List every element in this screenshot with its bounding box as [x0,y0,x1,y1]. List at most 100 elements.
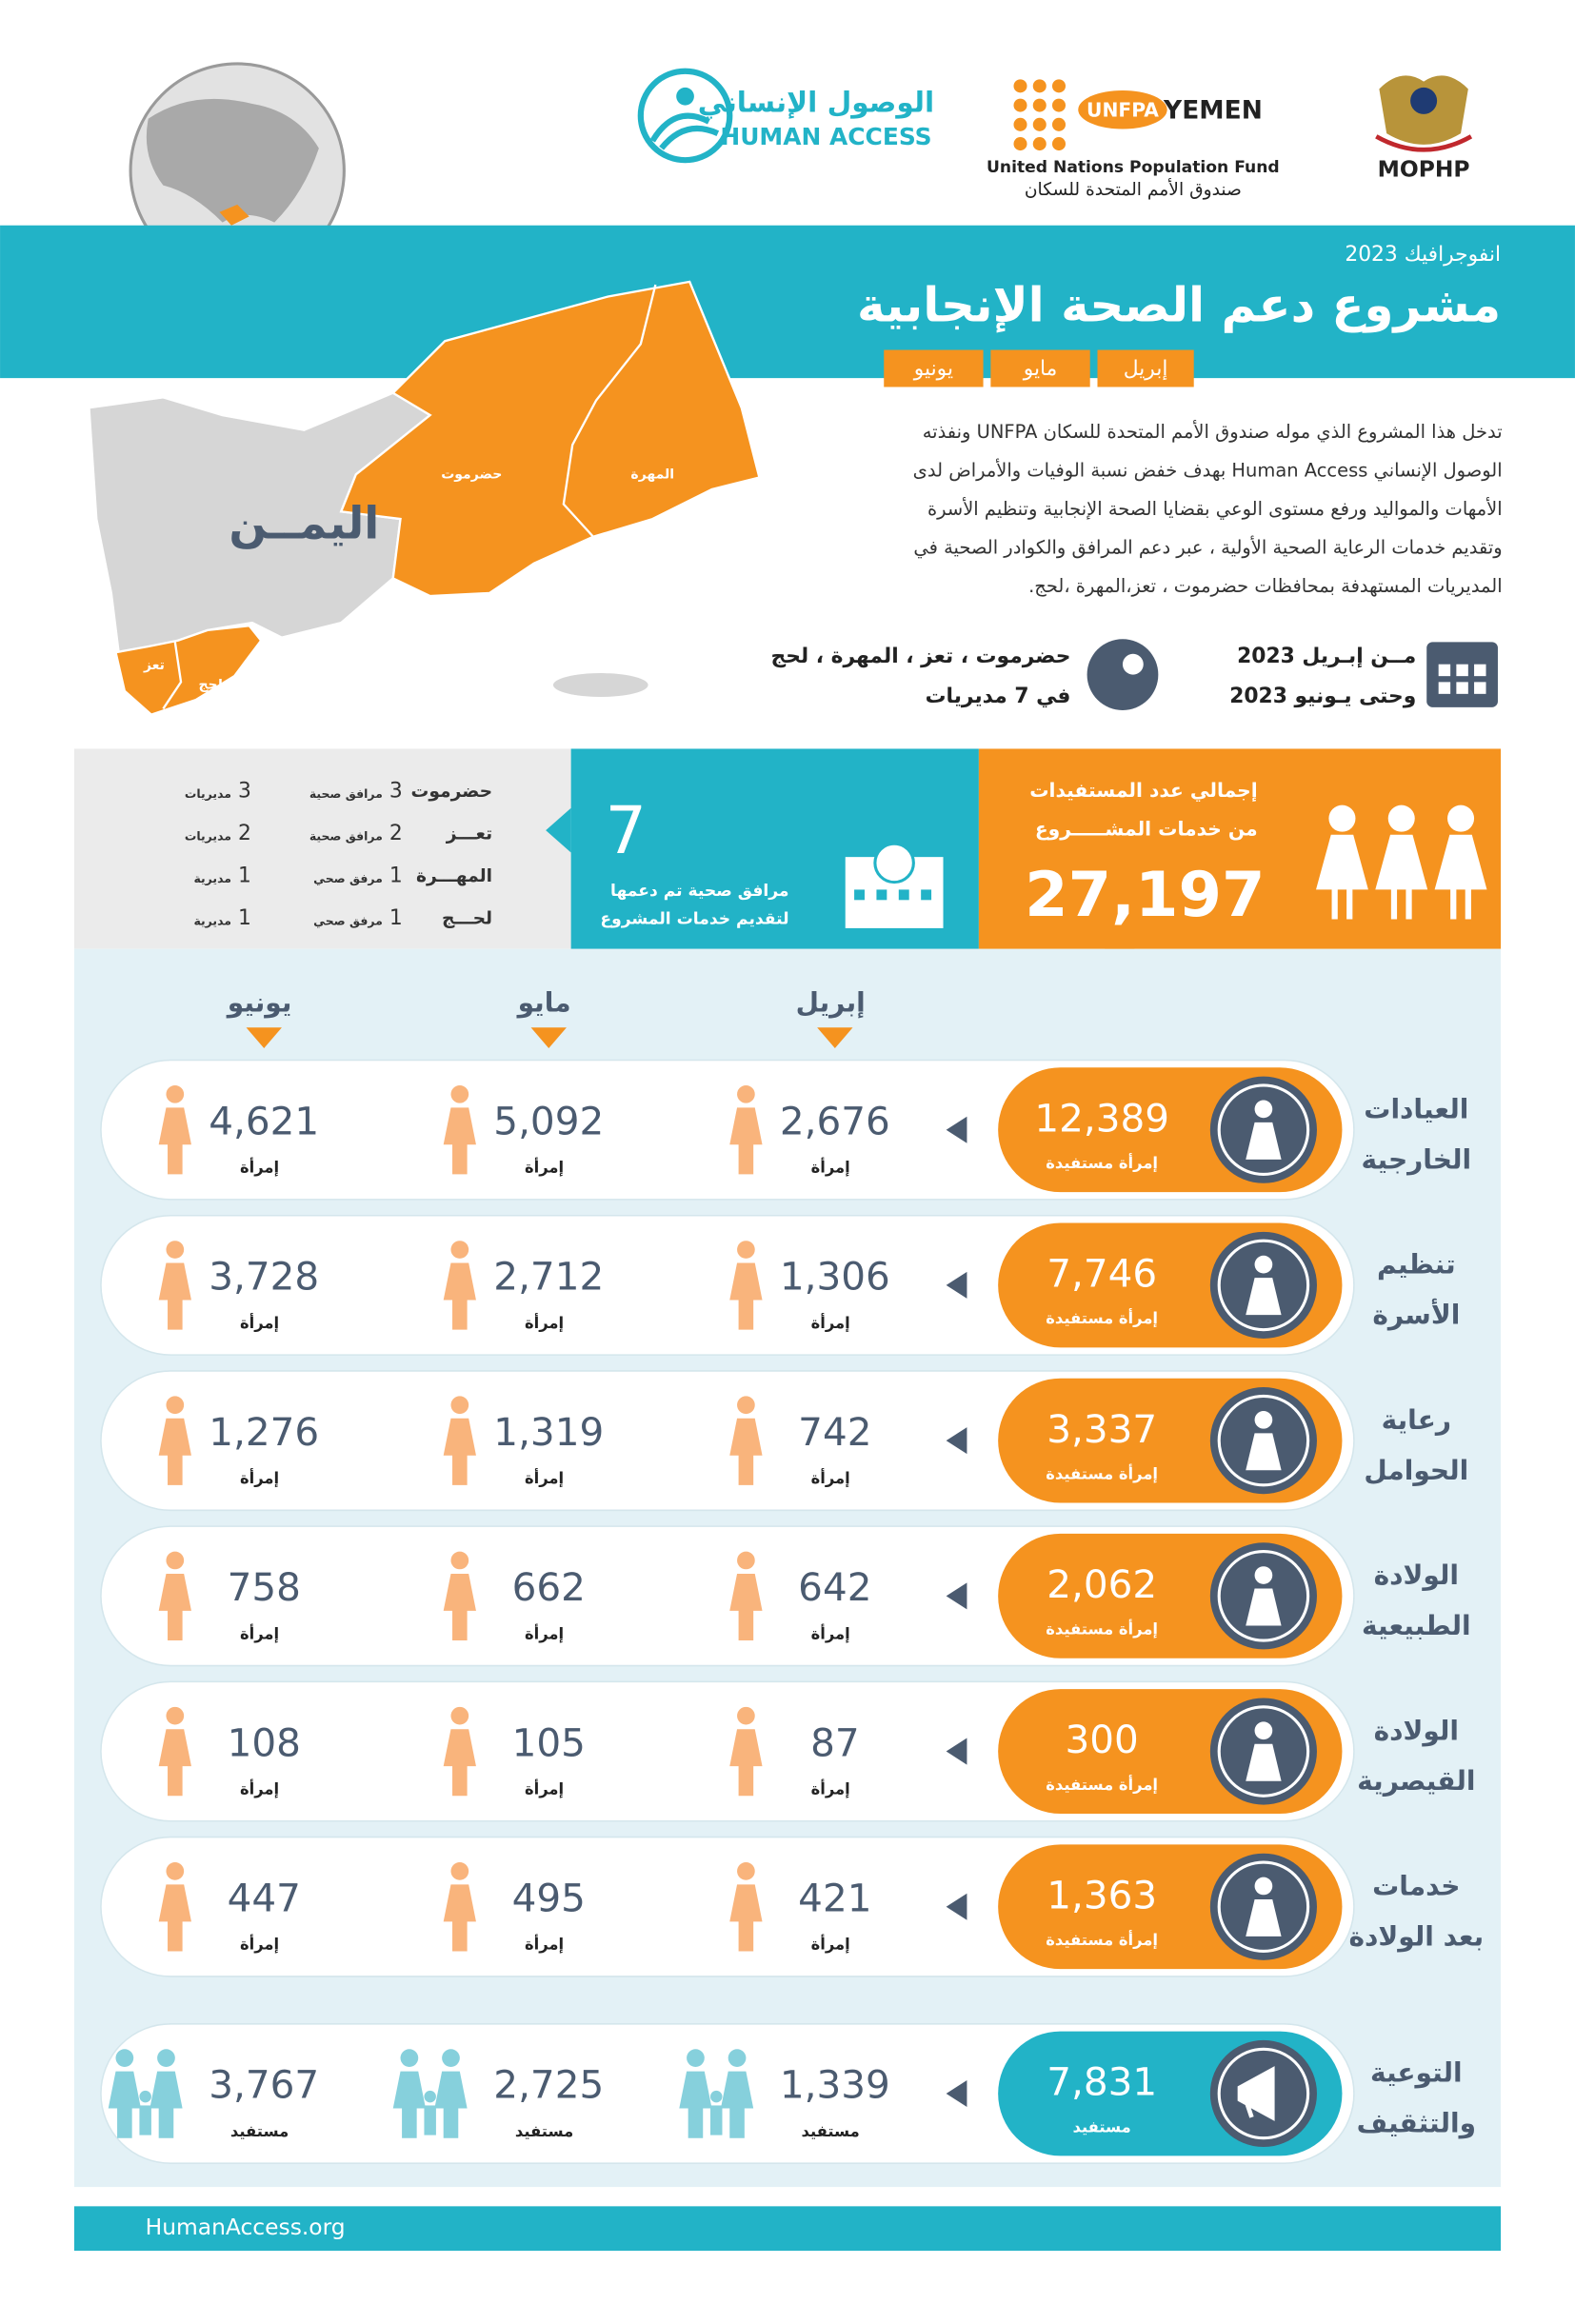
service-name: الخارجية [1362,1143,1472,1175]
logo-text: YEMEN [1163,95,1263,125]
person-icon-body [443,1573,476,1641]
total-value: 7,746 [1047,1251,1157,1297]
unfpa-dot [1013,79,1027,93]
map-region: لحج [198,677,222,692]
coverage-text: وحتى يـونيو 2023 [1229,685,1416,708]
unfpa-dot [1032,137,1047,151]
person-icon-head [157,2049,175,2067]
month-value: 1,319 [493,1409,604,1455]
hospital-window [876,889,887,901]
month-unit: إمرأة [240,1935,279,1954]
column-header: إبريل [796,986,866,1019]
unfpa-dot [1032,117,1047,131]
person-icon-body [729,1729,763,1797]
description-line: تدخل هذا المشروع الذي موله صندوق الأمم ا… [923,420,1503,443]
total-value: 7,831 [1047,2059,1157,2105]
person-icon-head [166,1084,185,1103]
logo-text: UNFPA [1087,98,1159,121]
person-icon-head [166,1706,185,1725]
hospital-window [921,889,932,901]
total-label: إمرأة مستفيدة [1046,1153,1158,1172]
month-unit: إمرأة [240,1779,279,1798]
total-label: مستفيد [1073,2117,1131,2135]
person-icon-body [139,2105,151,2135]
unfpa-dot [1032,98,1047,112]
person-icon-body [108,2071,141,2138]
service-icon-ring [1217,1394,1310,1487]
person-icon-head [687,2049,705,2067]
service-icon-ring [1217,1239,1310,1332]
logo-text: صندوق الأمم المتحدة للسكان [1025,178,1242,200]
person-icon-body [158,1729,191,1797]
month-value: 2,676 [780,1098,890,1143]
column-pointer [817,1027,853,1049]
person-icon-body [158,1573,191,1641]
person-icon-head [400,2049,419,2067]
unfpa-dot [1051,137,1067,151]
service-icon-body [1246,1743,1282,1781]
service-icon-body [1246,1898,1282,1937]
map-region: حضرموت [441,467,502,482]
service-icon-head [1254,1100,1273,1119]
facilities-notch [546,807,571,853]
person-icon-head [166,1551,185,1570]
person-icon-body [392,2071,427,2138]
month-tag-label: يونيو [913,357,953,381]
unfpa-oval [1078,89,1167,129]
location-icon-pin [1122,653,1144,675]
calendar-cell [1438,664,1451,677]
unfpa-dot [1051,79,1067,93]
calendar-cell [1474,664,1486,677]
month-unit: إمرأة [240,1468,279,1487]
total-value: 300 [1066,1717,1139,1762]
unfpa-dot [1013,98,1027,112]
service-name: الولادة [1374,1559,1459,1591]
total-label: إمرأة مستفيدة [1046,1308,1158,1327]
person-icon-body [424,2105,436,2135]
row-arrow [946,1271,967,1299]
person-icon-body [150,2071,183,2138]
woman-icon-body [1316,834,1368,920]
month-unit: إمرأة [811,1779,850,1798]
person-icon-head [737,1084,755,1103]
person-icon-body [158,1262,191,1330]
hospital-window [898,889,909,901]
person-icon-body [158,1884,191,1952]
month-value: 108 [228,1719,301,1765]
row-arrow [946,2079,967,2108]
service-name: القيصرية [1357,1765,1475,1797]
coverage-text: حضرموت ، تعز ، المهرة ، لحج [771,645,1071,668]
person-icon-head [450,1084,469,1103]
month-value: 3,767 [209,2062,319,2108]
calendar-cell [1456,682,1468,694]
row-arrow [946,1427,967,1455]
benef-total: 27,197 [1025,859,1265,931]
person-icon-body [443,1262,476,1330]
service-icon-head [1254,1877,1273,1896]
month-tag [1097,349,1194,387]
globe-land [146,98,319,223]
month-value: 105 [512,1719,586,1765]
month-value: 2,712 [493,1254,604,1300]
month-unit: إمرأة [525,1935,564,1954]
districts-box [73,748,571,949]
row-arrow [946,1116,967,1143]
column-pointer [530,1027,567,1049]
person-icon-body [158,1107,191,1175]
district-unit: مرفق صحي [313,913,383,927]
service-icon-ring [1217,1860,1310,1954]
district-number: 1 [389,906,403,930]
human-access-icon-wave [649,112,720,150]
map-border [562,284,657,538]
woman-icon-head [1447,804,1475,832]
person-icon-body [443,1729,476,1797]
month-value: 1,276 [209,1409,319,1455]
row-arrow [946,1582,967,1610]
district-number: 3 [238,780,251,804]
total-label: إمرأة مستفيدة [1046,1775,1158,1794]
person-icon-body [729,1884,763,1952]
location-icon [1087,639,1159,710]
month-unit: إمرأة [525,1623,564,1642]
month-unit: إمرأة [240,1623,279,1642]
